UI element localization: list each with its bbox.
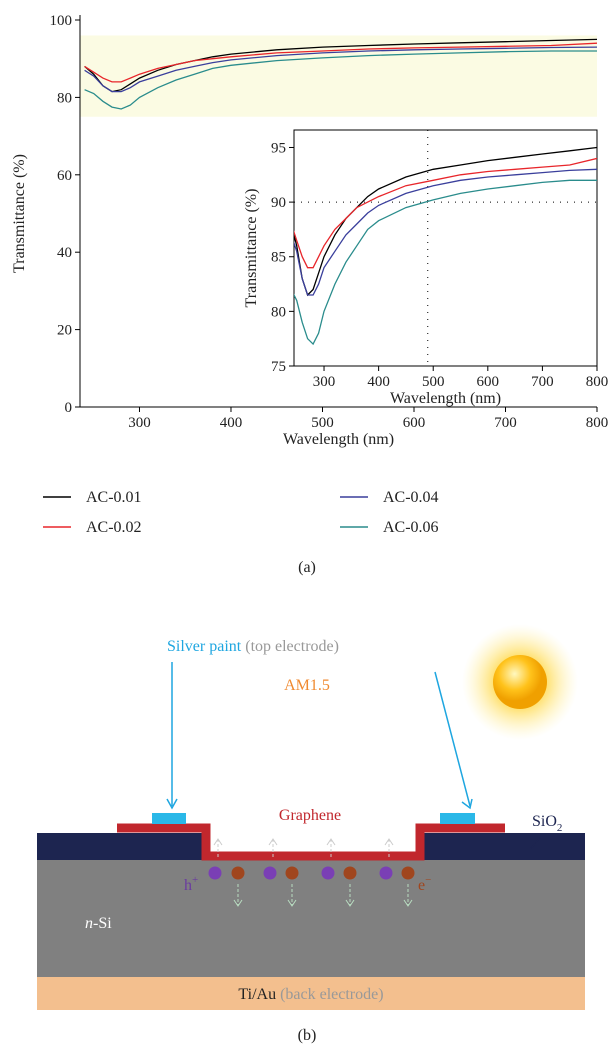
hole-base: h (184, 877, 192, 894)
graphene-label: Graphene (279, 807, 341, 824)
back-electrode-label: Ti/Au (back electrode) (238, 986, 383, 1003)
y-tick-label: 80 (271, 304, 286, 320)
y-tick-label: 80 (57, 90, 72, 106)
hole (264, 867, 277, 880)
x-tick-label: 300 (128, 415, 151, 431)
hole (322, 867, 335, 880)
hole (380, 867, 393, 880)
electron-base: e (418, 877, 425, 894)
x-tick-label: 300 (313, 374, 336, 390)
sun (493, 655, 547, 709)
hole (209, 867, 222, 880)
electrode-label: Silver paint (top electrode) (167, 638, 339, 655)
substrate-italic: n (85, 915, 93, 932)
y-tick-label: 90 (271, 195, 286, 211)
x-tick-label: 500 (311, 415, 334, 431)
x-tick-label: 600 (477, 374, 500, 390)
y-tick-label: 100 (50, 13, 73, 29)
back-electrode-name: Ti/Au (238, 986, 276, 1003)
silver-pad (440, 813, 475, 824)
y-tick-label: 85 (271, 250, 286, 266)
x-tick-label: 500 (422, 374, 445, 390)
y-tick-label: 75 (271, 359, 286, 375)
arrow-head (462, 799, 472, 808)
x-tick-label: 700 (494, 415, 517, 431)
oxide-sub: 2 (557, 822, 563, 834)
electron-sup: − (425, 874, 431, 886)
electrode-name: Silver paint (167, 638, 242, 655)
substrate-rest: -Si (93, 915, 112, 932)
figure: 0 20 40 60 80 100 300 400 500 600 700 800 Wavelength… (0, 0, 614, 1049)
oxide-layer (37, 833, 205, 860)
y-tick-label: 40 (57, 245, 72, 261)
electron (232, 867, 245, 880)
chart-a: 0 20 40 60 80 100 300 400 500 600 700 800 Wavelength… (11, 13, 608, 536)
oxide-layer (423, 833, 585, 860)
legend-label: AC-0.06 (383, 519, 439, 536)
legend-label: AC-0.01 (86, 489, 142, 506)
panel-label: (a) (298, 559, 316, 576)
n-si-layer (37, 860, 585, 977)
oxide-label: SiO2 (532, 813, 562, 834)
y-tick-label: 60 (57, 168, 72, 184)
y-tick-label: 95 (271, 140, 286, 156)
electron (344, 867, 357, 880)
hole-sup: + (192, 874, 198, 886)
electrode-note: (top electrode) (245, 638, 339, 655)
x-tick-label: 400 (367, 374, 390, 390)
light-label: AM1.5 (284, 677, 330, 694)
x-tick-label: 400 (220, 415, 243, 431)
back-electrode-note: (back electrode) (280, 986, 383, 1003)
silver-pad (152, 813, 186, 824)
y-axis-label: Transmittance (%) (243, 189, 260, 308)
page: 0 20 40 60 80 100 300 400 500 600 700 800 Wavelength… (0, 0, 614, 1049)
legend-label: AC-0.02 (86, 519, 142, 536)
electron (286, 867, 299, 880)
diagram: AM1.5 Silver paint (top electrode) Graph… (37, 624, 585, 1010)
x-axis-label: Wavelength (nm) (390, 390, 501, 407)
x-tick-label: 700 (531, 374, 554, 390)
inset-frame (294, 130, 597, 366)
x-axis-label: Wavelength (nm) (283, 431, 394, 448)
y-axis-label: Transmittance (%) (11, 154, 28, 273)
oxide-base: SiO (532, 813, 557, 830)
y-tick-label: 0 (65, 400, 73, 416)
electron (402, 867, 415, 880)
y-tick-label: 20 (57, 323, 72, 339)
x-tick-label: 600 (403, 415, 426, 431)
x-tick-label: 800 (586, 374, 609, 390)
legend-label: AC-0.04 (383, 489, 439, 506)
x-tick-label: 800 (586, 415, 609, 431)
substrate-label: n-Si (85, 915, 112, 932)
panel-label: (b) (298, 1027, 317, 1044)
